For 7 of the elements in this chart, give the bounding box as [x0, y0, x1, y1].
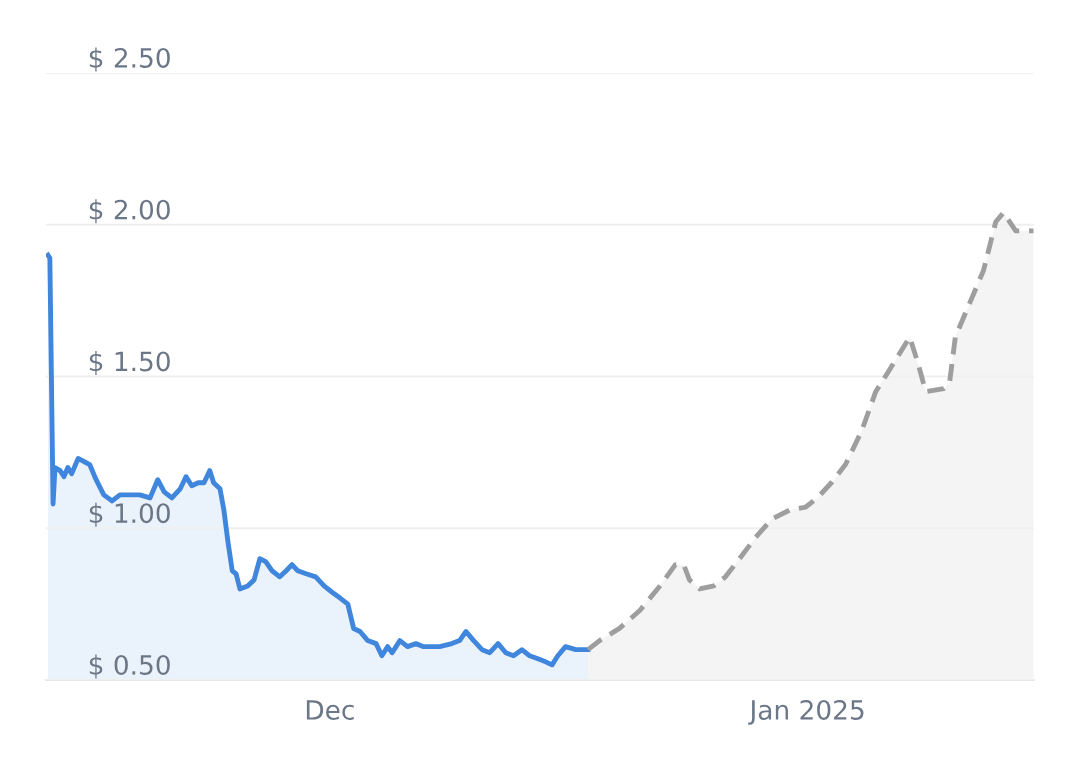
x-tick-label: Dec [306, 700, 354, 720]
y-tick-label: $ 2.00 [89, 199, 170, 224]
y-tick-label: $ 1.00 [89, 502, 170, 527]
y-tick-label: $ 2.50 [89, 47, 170, 72]
y-tick-label: $ 0.50 [89, 654, 170, 679]
x-tick-label: Jan 2025 [748, 699, 864, 725]
y-tick-label: $ 1.50 [89, 350, 170, 375]
